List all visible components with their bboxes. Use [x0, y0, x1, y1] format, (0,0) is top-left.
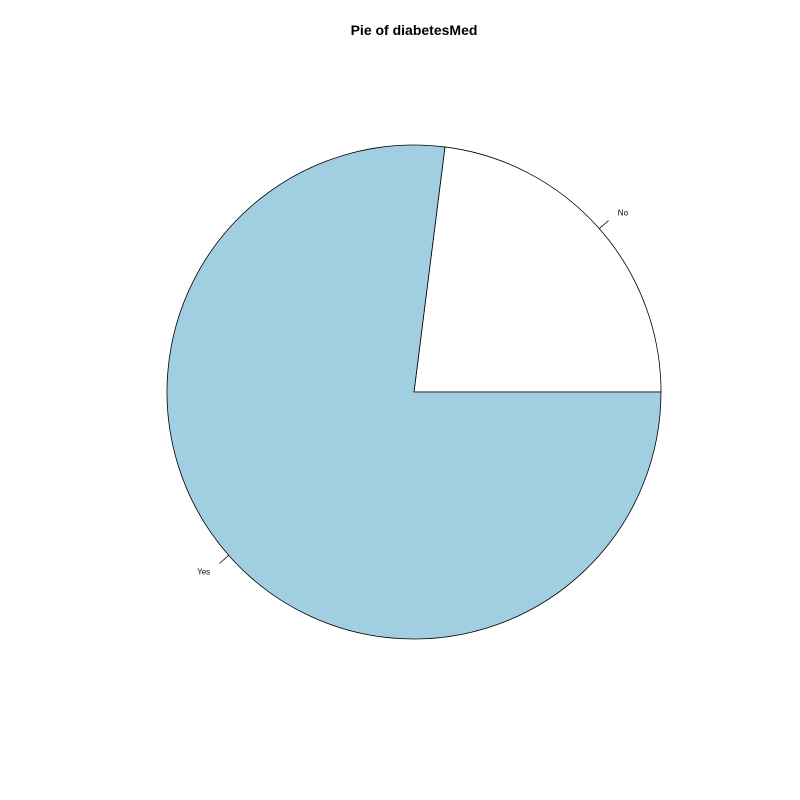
leader-line-yes [219, 555, 229, 564]
slice-label-yes: Yes [197, 568, 210, 577]
leader-line-no [599, 220, 609, 229]
pie-slices [166, 144, 662, 640]
chart-title: Pie of diabetesMed [351, 22, 478, 38]
pie-labels: No Yes [197, 208, 628, 576]
slice-label-no: No [618, 208, 629, 217]
pie-slice-no [413, 146, 662, 393]
